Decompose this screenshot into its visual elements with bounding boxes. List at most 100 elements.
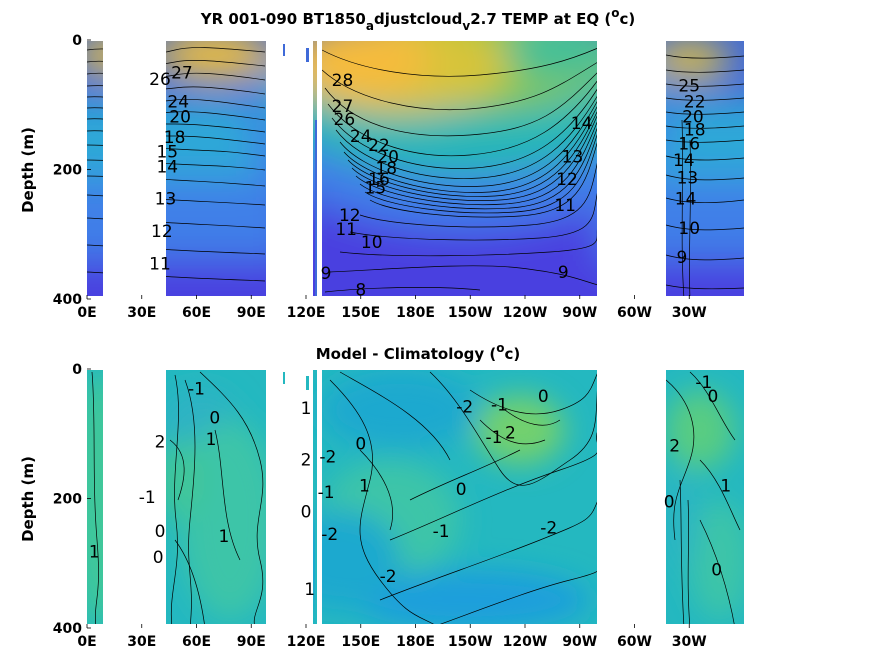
temperature-contour-label: 18: [164, 128, 186, 148]
anomaly-contour-label: 0: [153, 548, 164, 568]
anomaly-x-tick-label: 60W: [617, 634, 652, 650]
temperature-contour-label: 10: [678, 219, 700, 239]
temperature-contour-label: 20: [169, 107, 191, 127]
anomaly-contour-label: 1: [206, 430, 217, 450]
temperature-contour-label: 15: [156, 142, 178, 162]
anomaly-x-tick-label: 90E: [237, 634, 266, 650]
anomaly-contours: [91, 371, 741, 628]
temperature-contour-labels: 2726242018151413121128272624222018161512…: [149, 63, 706, 300]
temperature-field: 2726242018151413121128272624222018161512…: [87, 40, 744, 300]
anomaly-contour-label: 1: [304, 580, 315, 600]
anomaly-contour-label: 0: [664, 493, 675, 513]
anomaly-contour-label: -1: [485, 428, 502, 448]
temperature-contour-label: 9: [321, 264, 332, 284]
temperature-contour-label: 14: [571, 114, 593, 134]
temperature-x-tick-label: 60W: [617, 305, 652, 321]
anomaly-land-mask: [87, 369, 744, 628]
anomaly-x-tick-label: 150E: [341, 634, 380, 650]
temperature-x-tick-label: 30W: [672, 305, 707, 321]
anomaly-contour-label: -1: [318, 483, 335, 503]
temperature-y-tick-label: 200: [53, 163, 82, 179]
anomaly-y-tick-label: 200: [53, 492, 82, 508]
anomaly-contour-label: -1: [139, 488, 156, 508]
temperature-x-tick-label: 120W: [503, 305, 548, 321]
temperature-axes: 0E 30E 60E 90E 120E 150E 180E 150W 120W 90W 60W 30W…: [53, 33, 707, 321]
temperature-contour-label: 13: [677, 168, 699, 188]
temperature-contour-label: 9: [677, 248, 688, 268]
temperature-contour-label: 20: [682, 107, 704, 127]
anomaly-x-tick-label: 150W: [448, 634, 493, 650]
temperature-contour-label: 25: [678, 76, 700, 96]
anomaly-contour-label: 0: [538, 387, 549, 407]
temperature-contour-label: 18: [375, 159, 397, 179]
temperature-contour-label: 8: [355, 280, 366, 300]
temperature-contour-label: 26: [149, 70, 171, 90]
anomaly-contour-label: 0: [711, 561, 722, 581]
anomaly-y-tick-label: 0: [72, 362, 82, 378]
anomaly-x-tick-label: 120W: [503, 634, 548, 650]
anomaly-contour-label: -2: [540, 519, 557, 539]
temperature-contour-label: 13: [562, 148, 584, 168]
anomaly-x-tick-label: 30W: [672, 634, 707, 650]
temperature-contour-label: 26: [334, 110, 356, 130]
anomaly-contour-label: -2: [380, 567, 397, 587]
temperature-contour-label: 14: [675, 190, 697, 210]
temperature-x-tick-label: 120E: [287, 305, 326, 321]
anomaly-island-slivers: [283, 372, 317, 624]
anomaly-contour-label: -1: [433, 522, 450, 542]
temperature-contours: [87, 47, 744, 299]
anomaly-x-tick-label: 90W: [562, 634, 597, 650]
temperature-contour-label: 16: [368, 170, 390, 190]
anomaly-contour-label: -2: [321, 525, 338, 545]
anomaly-contour-label: 1: [218, 527, 229, 547]
temperature-panel-title: YR 001-090 BT1850adjustcloudv2.7 TEMP at…: [200, 6, 636, 33]
anomaly-x-tick-label: 120E: [287, 634, 326, 650]
anomaly-contour-label: 0: [456, 480, 467, 500]
temperature-contour-label: 10: [361, 233, 383, 253]
anomaly-contour-label: 1: [89, 543, 100, 563]
temperature-contour-label: 24: [350, 127, 372, 147]
temperature-x-tick-label: 150E: [341, 305, 380, 321]
temperature-contour-label: 20: [377, 148, 399, 168]
anomaly-contour-label: 0: [355, 434, 366, 454]
anomaly-x-tick-label: 180E: [396, 634, 435, 650]
anomaly-contour-label: -1: [491, 396, 508, 416]
anomaly-x-tick-label: 60E: [182, 634, 211, 650]
temperature-contour-label: 28: [332, 71, 354, 91]
anomaly-contour-label: 2: [155, 433, 166, 453]
anomaly-x-tick-label: 0E: [77, 634, 96, 650]
temperature-contour-label: 11: [149, 254, 171, 274]
anomaly-contour-label: 1: [301, 399, 312, 419]
temperature-contour-label: 12: [556, 170, 578, 190]
anomaly-contour-label: 1: [720, 477, 731, 497]
anomaly-panel: Model - Climatology (oc): [19, 341, 744, 650]
temperature-contour-label: 15: [365, 179, 387, 199]
temperature-contour-label: 24: [167, 93, 189, 113]
anomaly-x-tick-label: 30E: [127, 634, 156, 650]
temperature-contour-label: 11: [335, 220, 357, 240]
temperature-contour-label: 9: [558, 263, 569, 283]
temperature-contour-label: 16: [678, 135, 700, 155]
temperature-contour-label: 13: [155, 190, 177, 210]
temperature-ylabel: Depth (m): [19, 127, 37, 213]
anomaly-contour-label: -2: [456, 398, 473, 418]
anomaly-contour-label: 2: [301, 451, 312, 471]
anomaly-contour-label: 2: [669, 436, 680, 456]
temperature-contour-label: 22: [368, 136, 390, 156]
temperature-contour-label: 27: [171, 63, 193, 83]
anomaly-contour-label: -1: [695, 373, 712, 393]
anomaly-contour-label: 1: [359, 477, 370, 497]
anomaly-contour-label: 0: [155, 522, 166, 542]
temperature-contour-label: 12: [151, 222, 173, 242]
anomaly-contour-label: -2: [319, 447, 336, 467]
temperature-x-tick-label: 90E: [237, 305, 266, 321]
anomaly-contour-label: 0: [301, 502, 312, 522]
temperature-x-tick-label: 90W: [562, 305, 597, 321]
anomaly-contour-label: 2: [505, 423, 516, 443]
anomaly-y-tick-label: 400: [53, 621, 82, 637]
temperature-island-slivers: [283, 44, 317, 296]
temperature-contour-label: 14: [156, 157, 178, 177]
temperature-contour-label: 18: [684, 120, 706, 140]
